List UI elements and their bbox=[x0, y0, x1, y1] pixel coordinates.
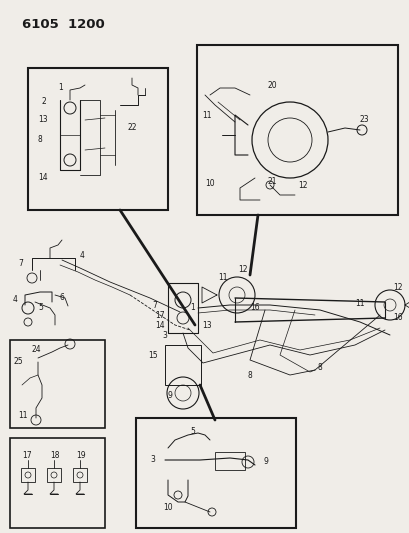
Text: 11: 11 bbox=[202, 110, 211, 119]
Text: 12: 12 bbox=[392, 284, 402, 293]
Text: 21: 21 bbox=[267, 177, 277, 187]
Text: 11: 11 bbox=[218, 273, 227, 282]
Bar bbox=[47, 468, 61, 482]
Text: 9: 9 bbox=[263, 457, 268, 466]
Text: 13: 13 bbox=[202, 320, 211, 329]
Text: 10: 10 bbox=[204, 179, 214, 188]
Text: 1: 1 bbox=[58, 84, 63, 93]
Text: 11: 11 bbox=[354, 298, 364, 308]
Text: 25: 25 bbox=[14, 358, 24, 367]
Text: 5: 5 bbox=[38, 303, 43, 312]
Text: 3: 3 bbox=[150, 456, 155, 464]
Text: 10: 10 bbox=[163, 504, 172, 513]
Text: 8: 8 bbox=[317, 362, 322, 372]
Bar bbox=[214, 452, 245, 470]
Bar bbox=[196, 45, 397, 215]
Text: 9: 9 bbox=[168, 391, 173, 400]
Text: 14: 14 bbox=[38, 174, 47, 182]
Text: 4: 4 bbox=[13, 295, 18, 304]
Text: 6105  1200: 6105 1200 bbox=[22, 18, 104, 31]
Text: 24: 24 bbox=[32, 345, 42, 354]
Text: 8: 8 bbox=[247, 372, 252, 381]
Bar bbox=[73, 468, 87, 482]
Text: 18: 18 bbox=[50, 450, 59, 459]
Text: 14: 14 bbox=[155, 320, 164, 329]
Text: 11: 11 bbox=[18, 410, 27, 419]
Text: 12: 12 bbox=[297, 181, 307, 190]
Text: 13: 13 bbox=[38, 116, 47, 125]
Text: 7: 7 bbox=[152, 301, 157, 310]
Bar bbox=[136, 418, 295, 528]
Text: 17: 17 bbox=[155, 311, 164, 319]
Bar bbox=[164, 345, 200, 385]
Text: 17: 17 bbox=[22, 450, 31, 459]
Text: 15: 15 bbox=[148, 351, 157, 359]
Text: 16: 16 bbox=[392, 313, 402, 322]
Bar bbox=[10, 340, 105, 428]
Bar bbox=[21, 468, 35, 482]
Text: 23: 23 bbox=[359, 116, 369, 125]
Text: 12: 12 bbox=[237, 265, 247, 274]
Text: 19: 19 bbox=[76, 450, 85, 459]
Text: 7: 7 bbox=[18, 259, 23, 268]
Text: 8: 8 bbox=[38, 135, 43, 144]
Text: 4: 4 bbox=[80, 251, 85, 260]
Bar bbox=[28, 68, 168, 210]
Text: 6: 6 bbox=[60, 294, 65, 303]
Text: 5: 5 bbox=[189, 427, 194, 437]
Text: 22: 22 bbox=[128, 124, 137, 133]
Bar bbox=[10, 438, 105, 528]
Text: 16: 16 bbox=[249, 303, 259, 312]
Text: 20: 20 bbox=[267, 80, 277, 90]
Text: 1: 1 bbox=[189, 303, 194, 312]
Text: 2: 2 bbox=[42, 98, 47, 107]
Text: 3: 3 bbox=[162, 330, 166, 340]
